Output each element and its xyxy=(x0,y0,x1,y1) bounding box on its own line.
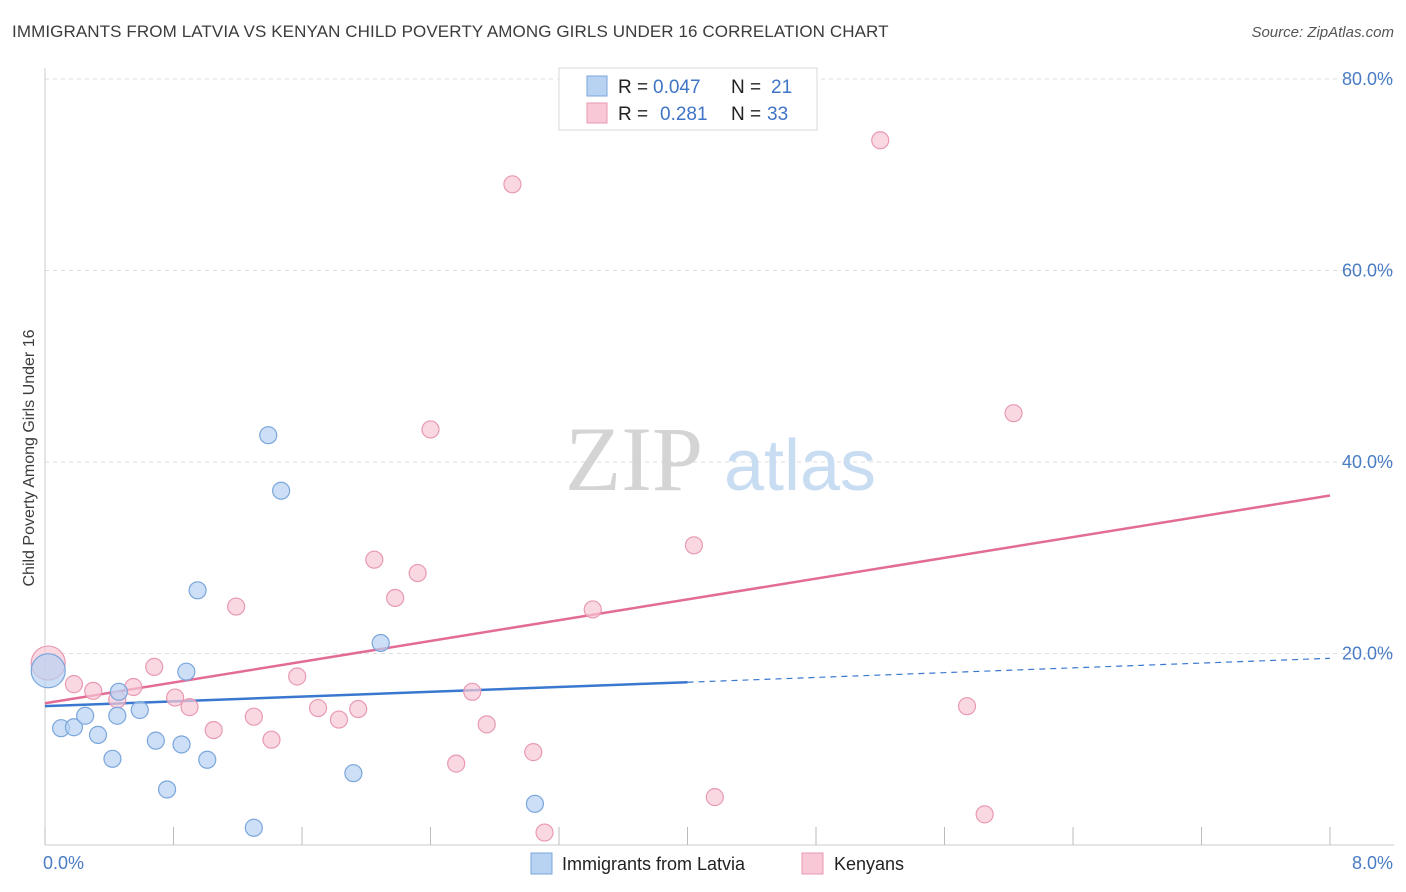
source-note: Source: ZipAtlas.com xyxy=(1251,24,1394,41)
trend-line-kenyans xyxy=(44,494,1331,705)
bottom-legend-swatch-blue xyxy=(530,852,553,875)
point-kenyans xyxy=(957,697,977,716)
y-axis-label: Child Poverty Among Girls Under 16 xyxy=(21,329,38,586)
point-latvia xyxy=(130,700,149,720)
point-kenyans xyxy=(477,715,496,734)
trend-layer xyxy=(44,494,1331,708)
point-kenyans xyxy=(386,588,405,608)
watermark-zip: ZIP xyxy=(565,408,703,510)
point-kenyans xyxy=(365,550,384,569)
point-kenyans xyxy=(145,657,164,677)
point-latvia xyxy=(272,481,291,500)
point-kenyans xyxy=(329,710,349,729)
point-latvia xyxy=(177,662,196,681)
legend-r-value-1: 0.047 xyxy=(653,77,701,98)
point-kenyans xyxy=(871,131,890,150)
point-kenyans xyxy=(166,688,185,707)
x-tick-label: 0.0% xyxy=(43,853,84,873)
point-kenyans xyxy=(1004,404,1023,423)
point-latvia xyxy=(103,749,122,768)
point-kenyans xyxy=(204,720,223,740)
point-kenyans xyxy=(463,682,482,701)
point-latvia xyxy=(76,706,95,725)
point-kenyans xyxy=(227,597,246,616)
watermark: ZIP atlas xyxy=(565,408,876,510)
points-layer xyxy=(30,131,1023,842)
point-latvia xyxy=(244,818,263,837)
point-kenyans xyxy=(705,788,724,807)
point-latvia xyxy=(344,764,363,783)
legend-swatch-blue xyxy=(586,75,608,97)
point-kenyans xyxy=(262,730,281,749)
point-latvia xyxy=(146,731,165,750)
point-latvia xyxy=(64,718,84,737)
y-tick-label: 40.0% xyxy=(1342,452,1393,472)
point-latvia xyxy=(198,750,217,769)
point-latvia xyxy=(30,653,66,689)
point-kenyans xyxy=(535,823,554,842)
point-kenyans xyxy=(684,536,704,555)
point-kenyans xyxy=(244,707,263,726)
tick-labels: 20.0% 40.0% 60.0% 80.0% 0.0% 8.0% xyxy=(43,69,1393,873)
point-latvia xyxy=(172,735,191,754)
y-tick-label: 20.0% xyxy=(1342,644,1393,664)
bottom-legend-label-latvia: Immigrants from Latvia xyxy=(562,854,746,874)
point-kenyans xyxy=(975,805,994,824)
bottom-legend: Immigrants from Latvia Kenyans xyxy=(530,852,904,875)
x-tick-label: 8.0% xyxy=(1352,853,1393,873)
grid-layer xyxy=(45,78,1394,654)
point-latvia xyxy=(88,725,108,744)
point-kenyans xyxy=(503,175,522,194)
trend-line-latvia-projection xyxy=(687,657,1331,683)
point-kenyans xyxy=(447,754,466,773)
point-kenyans xyxy=(64,675,84,694)
bottom-legend-label-kenyans: Kenyans xyxy=(834,854,904,874)
point-latvia xyxy=(188,581,207,600)
axis-layer xyxy=(44,68,1394,846)
chart-title: IMMIGRANTS FROM LATVIA VS KENYAN CHILD P… xyxy=(12,22,889,41)
trend-line-latvia xyxy=(44,680,688,708)
y-tick-label: 80.0% xyxy=(1342,69,1393,89)
point-kenyans xyxy=(308,698,328,718)
point-latvia xyxy=(259,426,278,445)
legend-swatch-pink xyxy=(586,102,608,124)
legend-n-value-2: 33 xyxy=(767,104,788,125)
legend-n-label-1: N = xyxy=(731,77,761,98)
legend-n-value-1: 21 xyxy=(771,77,792,98)
point-latvia xyxy=(525,794,545,813)
point-kenyans xyxy=(408,563,427,583)
legend-n-label-2: N = xyxy=(731,104,761,125)
legend: R = 0.047 N = 21 R = 0.281 N = 33 xyxy=(558,67,818,131)
point-latvia xyxy=(157,780,177,799)
point-kenyans xyxy=(288,667,307,686)
point-latvia xyxy=(108,706,127,725)
point-latvia xyxy=(109,682,128,701)
legend-r-value-2: 0.281 xyxy=(660,104,708,125)
point-kenyans xyxy=(349,699,368,719)
bottom-legend-swatch-pink xyxy=(801,852,824,875)
point-kenyans xyxy=(180,698,199,717)
legend-r-label-1: R = xyxy=(618,77,648,98)
legend-r-label-2: R = xyxy=(618,104,648,125)
y-tick-label: 60.0% xyxy=(1342,261,1393,281)
point-kenyans xyxy=(583,600,602,619)
point-kenyans xyxy=(84,681,103,700)
watermark-atlas: atlas xyxy=(724,426,876,506)
point-kenyans xyxy=(421,420,440,439)
point-latvia xyxy=(371,633,390,653)
point-kenyans xyxy=(524,743,543,762)
